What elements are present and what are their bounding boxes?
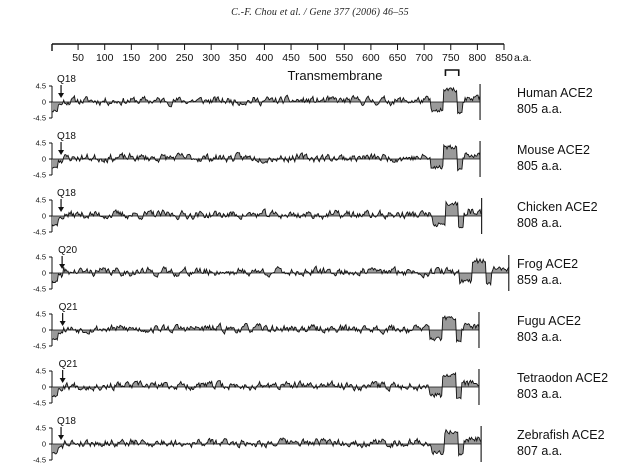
profile-area xyxy=(52,87,480,114)
signal-cleavage-label: Q18 xyxy=(57,416,76,427)
signal-cleavage-label: Q18 xyxy=(57,131,76,142)
y-tick-label: 0 xyxy=(42,98,46,107)
profile-area xyxy=(52,373,479,399)
signal-cleavage-arrow-icon xyxy=(58,435,65,440)
x-tick-label: 850 xyxy=(495,52,513,64)
y-tick-label: 0 xyxy=(42,212,46,221)
species-name-label: Mouse ACE2 xyxy=(517,143,590,157)
y-tick-label: 4.5 xyxy=(36,253,46,262)
species-length-label: 859 a.a. xyxy=(517,273,562,287)
species-name-label: Tetraodon ACE2 xyxy=(517,371,608,385)
x-tick-label: 50 xyxy=(72,52,84,64)
y-tick-label: -4.5 xyxy=(33,171,46,180)
profile-area xyxy=(52,429,482,456)
profile-track: 4.5 0 -4.5 Q18 Mouse ACE2 805 a.a. xyxy=(33,131,590,180)
x-tick-label: 150 xyxy=(123,52,141,64)
x-tick-label: 650 xyxy=(389,52,407,64)
signal-cleavage-arrow-icon xyxy=(58,93,65,98)
signal-cleavage-arrow-icon xyxy=(58,207,65,212)
species-length-label: 805 a.a. xyxy=(517,102,562,116)
profile-track: 4.5 0 -4.5 Q18 Chicken ACE2 808 a.a. xyxy=(33,188,598,237)
profile-line xyxy=(51,428,482,457)
signal-cleavage-arrow-icon xyxy=(59,321,66,326)
y-tick-label: 4.5 xyxy=(36,310,46,319)
x-tick-label: 800 xyxy=(469,52,487,64)
x-tick-label: 350 xyxy=(229,52,247,64)
x-tick-label: 500 xyxy=(309,52,327,64)
signal-cleavage-arrow-icon xyxy=(59,378,66,383)
y-tick-label: -4.5 xyxy=(33,285,46,294)
species-length-label: 805 a.a. xyxy=(517,159,562,173)
y-tick-label: 4.5 xyxy=(36,367,46,376)
species-name-label: Frog ACE2 xyxy=(517,257,578,271)
x-tick-label: 100 xyxy=(96,52,114,64)
y-tick-label: 4.5 xyxy=(36,139,46,148)
species-name-label: Zebrafish ACE2 xyxy=(517,428,605,442)
profile-tracks: 4.5 0 -4.5 Q18 Human ACE2 805 a.a. 4.5 0 -4.5 Q18… xyxy=(33,74,608,465)
y-tick-label: 0 xyxy=(42,326,46,335)
signal-cleavage-arrow-icon xyxy=(58,150,65,155)
profile-track: 4.5 0 -4.5 Q21 Fugu ACE2 803 a.a. xyxy=(33,302,581,351)
transmembrane-annotation: Transmembrane xyxy=(288,68,460,83)
x-axis: 50 100 150 200 250 300 350 400 450 500 550 600 650 70… xyxy=(51,43,532,64)
x-tick-label: 550 xyxy=(336,52,354,64)
x-tick-label: 250 xyxy=(176,52,194,64)
x-tick-label: 450 xyxy=(282,52,300,64)
profile-track: 4.5 0 -4.5 Q20 Frog ACE2 859 a.a. xyxy=(33,245,578,294)
y-tick-label: -4.5 xyxy=(33,456,46,465)
y-tick-label: -4.5 xyxy=(33,114,46,123)
species-length-label: 803 a.a. xyxy=(517,387,562,401)
signal-cleavage-label: Q18 xyxy=(57,188,76,199)
profile-line xyxy=(51,86,481,115)
profile-line xyxy=(51,143,481,172)
profile-line xyxy=(51,257,510,287)
y-tick-label: 0 xyxy=(42,269,46,278)
y-tick-label: 4.5 xyxy=(36,196,46,205)
species-length-label: 807 a.a. xyxy=(517,444,562,458)
signal-cleavage-label: Q21 xyxy=(59,359,78,370)
profile-area xyxy=(52,258,509,285)
species-name-label: Human ACE2 xyxy=(517,86,593,100)
x-tick-label: 750 xyxy=(442,52,460,64)
x-tick-label: 700 xyxy=(415,52,433,64)
y-tick-label: 0 xyxy=(42,155,46,164)
x-tick-label: 300 xyxy=(202,52,220,64)
y-tick-label: 0 xyxy=(42,383,46,392)
profile-area xyxy=(52,316,479,342)
species-length-label: 808 a.a. xyxy=(517,216,562,230)
profile-line xyxy=(51,200,482,229)
profile-track: 4.5 0 -4.5 Q21 Tetraodon ACE2 803 a.a. xyxy=(33,359,608,408)
y-tick-label: -4.5 xyxy=(33,342,46,351)
profile-track: 4.5 0 -4.5 Q18 Human ACE2 805 a.a. xyxy=(33,74,593,123)
transmembrane-bracket xyxy=(444,69,460,76)
x-axis-unit-label: a.a. xyxy=(514,52,532,64)
signal-cleavage-label: Q20 xyxy=(58,245,77,256)
signal-cleavage-label: Q18 xyxy=(57,74,76,85)
x-tick-label: 400 xyxy=(256,52,274,64)
x-tick-label: 600 xyxy=(362,52,380,64)
signal-cleavage-arrow-icon xyxy=(59,264,66,269)
page-header-citation: C.-F. Chou et al. / Gene 377 (2006) 46–5… xyxy=(231,7,409,18)
y-tick-label: 4.5 xyxy=(36,424,46,433)
profile-line xyxy=(51,371,480,400)
y-tick-label: 0 xyxy=(42,440,46,449)
species-length-label: 803 a.a. xyxy=(517,330,562,344)
profile-track: 4.5 0 -4.5 Q18 Zebrafish ACE2 807 a.a. xyxy=(33,416,605,465)
y-tick-label: -4.5 xyxy=(33,228,46,237)
y-tick-label: 4.5 xyxy=(36,82,46,91)
profile-line xyxy=(51,315,480,343)
species-name-label: Fugu ACE2 xyxy=(517,314,581,328)
x-tick-label: 200 xyxy=(149,52,167,64)
transmembrane-label: Transmembrane xyxy=(288,68,383,83)
signal-cleavage-label: Q21 xyxy=(59,302,78,313)
species-name-label: Chicken ACE2 xyxy=(517,200,598,214)
y-tick-label: -4.5 xyxy=(33,399,46,408)
